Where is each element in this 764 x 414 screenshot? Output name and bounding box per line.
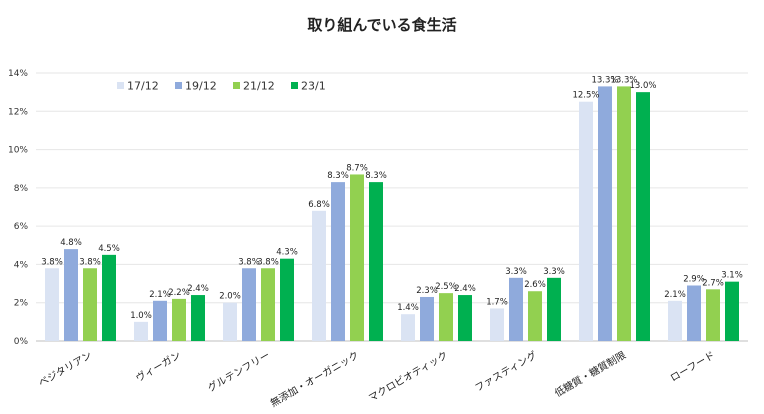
legend-swatch (291, 82, 298, 89)
bar (725, 281, 739, 341)
data-label: 6.8% (308, 200, 330, 210)
x-tick-label: ヴィーガン (133, 348, 183, 384)
data-label: 2.9% (683, 274, 705, 284)
y-tick-label: 8% (14, 184, 29, 194)
data-label: 12.5% (572, 91, 599, 101)
bar (223, 302, 237, 341)
bar (598, 86, 612, 342)
chart-title: 取り組んでいる食生活 (307, 16, 456, 34)
bar (280, 258, 294, 341)
bar (617, 86, 631, 342)
data-label: 2.6% (524, 280, 546, 290)
legend: 17/12 19/12 21/12 23/1 (117, 80, 326, 93)
legend-swatch (117, 82, 124, 89)
data-label: 2.4% (187, 284, 209, 294)
bar (369, 182, 383, 341)
bar (579, 101, 593, 341)
y-axis: 0% 2% 4% 6% 8% 10% 12% 14% (8, 69, 28, 347)
x-tick-label: ファスティング (472, 348, 539, 394)
data-label: 13.3% (591, 75, 618, 85)
data-label: 3.8% (238, 257, 260, 267)
legend-swatch (175, 82, 182, 89)
bar (458, 295, 472, 341)
bar (490, 308, 504, 341)
bar (528, 291, 542, 341)
x-tick-label: グルテンフリー (205, 348, 272, 394)
bar (350, 174, 364, 341)
bar (331, 182, 345, 341)
data-label: 2.1% (149, 290, 171, 300)
data-label: 3.3% (543, 267, 565, 277)
data-label: 3.3% (505, 267, 527, 277)
bar (401, 314, 415, 341)
bar (636, 92, 650, 342)
data-label: 1.7% (486, 297, 508, 307)
x-tick-label: マクロビオティック (367, 349, 450, 404)
bars (45, 86, 739, 342)
bar (439, 293, 453, 341)
y-tick-label: 14% (8, 69, 28, 79)
legend-label: 19/12 (185, 80, 217, 93)
data-label: 3.8% (257, 257, 279, 267)
y-tick-label: 4% (14, 260, 29, 270)
legend-label: 23/1 (301, 80, 326, 93)
data-label: 1.4% (397, 303, 419, 313)
data-label: 8.7% (346, 163, 368, 173)
bar (261, 268, 275, 341)
bar (547, 277, 561, 341)
data-label: 2.4% (454, 284, 476, 294)
data-label: 13.3% (610, 75, 637, 85)
bar (102, 254, 116, 341)
bar (687, 285, 701, 341)
bar (64, 249, 78, 341)
data-label: 2.5% (435, 282, 457, 292)
data-label: 2.7% (702, 278, 724, 288)
bar (668, 300, 682, 341)
y-tick-label: 6% (14, 222, 29, 232)
data-label: 4.8% (60, 238, 82, 248)
x-tick-label: 無添加・オーガニック (268, 348, 361, 409)
data-label: 2.1% (664, 290, 686, 300)
data-label: 4.5% (98, 244, 120, 254)
data-label: 8.3% (365, 171, 387, 181)
bar (153, 300, 167, 341)
data-label: 3.8% (79, 257, 101, 267)
bar (312, 210, 326, 341)
data-label: 3.8% (41, 257, 63, 267)
y-tick-label: 2% (14, 299, 29, 309)
bar (242, 268, 256, 341)
bar (420, 296, 434, 341)
bar (83, 268, 97, 341)
bar (509, 277, 523, 341)
data-label: 8.3% (327, 171, 349, 181)
bar (134, 321, 148, 341)
bar (191, 295, 205, 341)
bar (172, 298, 186, 341)
legend-swatch (233, 82, 240, 89)
data-label: 3.1% (721, 271, 743, 281)
data-label: 13.0% (629, 81, 656, 91)
y-tick-label: 10% (8, 146, 28, 156)
y-tick-label: 0% (14, 337, 29, 347)
data-label: 4.3% (276, 248, 298, 258)
legend-label: 21/12 (243, 80, 275, 93)
y-tick-label: 12% (8, 107, 28, 117)
data-labels: 3.8%4.8%3.8%4.5%1.0%2.1%2.2%2.4%2.0%3.8%… (41, 75, 743, 320)
data-label: 2.3% (416, 286, 438, 296)
x-tick-label: 低糖質・糖質制限 (552, 348, 628, 399)
data-label: 1.0% (130, 311, 152, 321)
data-label: 2.2% (168, 288, 190, 298)
x-tick-label: ベジタリアン (37, 349, 94, 389)
data-label: 2.0% (219, 292, 241, 302)
bar (45, 268, 59, 341)
bar (706, 289, 720, 341)
legend-label: 17/12 (127, 80, 159, 93)
x-tick-label: ローフード (669, 350, 717, 384)
